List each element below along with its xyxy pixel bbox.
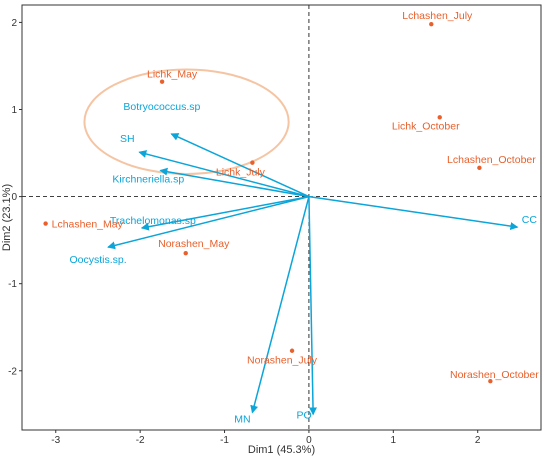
variable-label: CC bbox=[522, 214, 538, 226]
plot-frame bbox=[21, 4, 542, 431]
y-tick-label: 1 bbox=[11, 105, 17, 116]
variable-arrow bbox=[107, 195, 310, 250]
variable-label: Oocystis.sp. bbox=[69, 254, 126, 266]
individual-point bbox=[159, 79, 165, 84]
variable-arrow bbox=[159, 167, 310, 198]
individual-label: Norashen_July bbox=[247, 355, 318, 367]
x-tick-label: 2 bbox=[475, 435, 481, 446]
variable-arrow bbox=[308, 196, 318, 416]
variable-label: Trachelomonas.sp bbox=[110, 215, 196, 227]
individual-label: Lichk_October bbox=[392, 120, 460, 132]
x-tick-label: -2 bbox=[136, 435, 145, 446]
individual-label: Lichk_May bbox=[147, 69, 198, 81]
variable-label: Kirchneriella.sp bbox=[112, 173, 184, 185]
variable-label: MN bbox=[234, 414, 250, 426]
individual-label: Norashen_May bbox=[158, 238, 230, 250]
x-tick-label: 1 bbox=[391, 435, 397, 446]
individual-point bbox=[429, 21, 434, 27]
individual-point bbox=[183, 251, 188, 256]
variable-arrow bbox=[308, 195, 519, 231]
individual-label: Lchashen_July bbox=[402, 10, 473, 22]
individual-point bbox=[477, 165, 482, 171]
variable-arrow bbox=[140, 195, 310, 231]
individual-label: Lchashen_October bbox=[447, 154, 536, 166]
individual-label: Lchashen_May bbox=[52, 219, 124, 231]
individual-label: Lichk_July bbox=[216, 167, 266, 179]
ellipse-lichk bbox=[83, 68, 290, 175]
x-tick-label: 0 bbox=[306, 435, 312, 446]
variable-label: PO bbox=[297, 409, 312, 421]
variable-arrow bbox=[170, 133, 310, 198]
x-tick-label: -3 bbox=[51, 435, 60, 446]
individual-point bbox=[250, 160, 255, 165]
y-axis-title: Dim2 (23.1%) bbox=[1, 184, 13, 251]
variable-arrow bbox=[138, 150, 310, 198]
individual-point bbox=[488, 379, 493, 384]
variable-label: SH bbox=[120, 133, 135, 145]
x-tick-label: -1 bbox=[220, 435, 229, 446]
x-axis-title: Dim1 (45.3%) bbox=[248, 444, 315, 456]
variable-arrow bbox=[250, 196, 310, 414]
y-tick-label: -2 bbox=[8, 366, 17, 377]
individual-label: Norashen_October bbox=[450, 369, 539, 381]
individual-point bbox=[289, 348, 295, 353]
individual-point bbox=[43, 221, 48, 226]
y-tick-label: -1 bbox=[8, 279, 17, 290]
variable-label: Botryococcus.sp bbox=[123, 101, 200, 113]
y-tick-label: 2 bbox=[11, 18, 17, 29]
y-tick-label: 0 bbox=[11, 192, 17, 203]
individual-point bbox=[437, 115, 442, 120]
